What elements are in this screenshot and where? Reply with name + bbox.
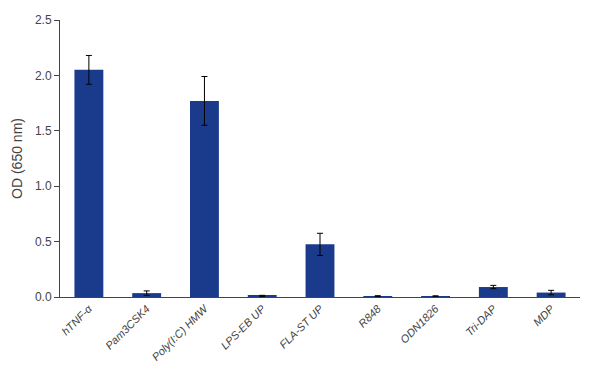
svg-text:2.5: 2.5	[35, 13, 52, 27]
svg-text:2.0: 2.0	[35, 69, 52, 83]
svg-text:1.0: 1.0	[35, 179, 52, 193]
svg-text:Poly(I:C) HMW: Poly(I:C) HMW	[149, 301, 210, 362]
svg-text:R848: R848	[356, 302, 384, 330]
svg-text:0.0: 0.0	[35, 290, 52, 304]
svg-text:ODN1826: ODN1826	[398, 302, 442, 346]
svg-text:Tri-DAP: Tri-DAP	[463, 302, 499, 338]
svg-text:hTNF-α: hTNF-α	[59, 302, 94, 337]
svg-text:OD (650 nm): OD (650 nm)	[9, 118, 25, 199]
svg-text:FLA-ST UP: FLA-ST UP	[277, 302, 326, 351]
svg-text:MDP: MDP	[531, 302, 557, 328]
svg-text:Pam3CSK4: Pam3CSK4	[103, 303, 152, 352]
svg-text:0.5: 0.5	[35, 235, 52, 249]
svg-text:1.5: 1.5	[35, 124, 52, 138]
svg-text:LPS-EB UP: LPS-EB UP	[218, 302, 268, 352]
